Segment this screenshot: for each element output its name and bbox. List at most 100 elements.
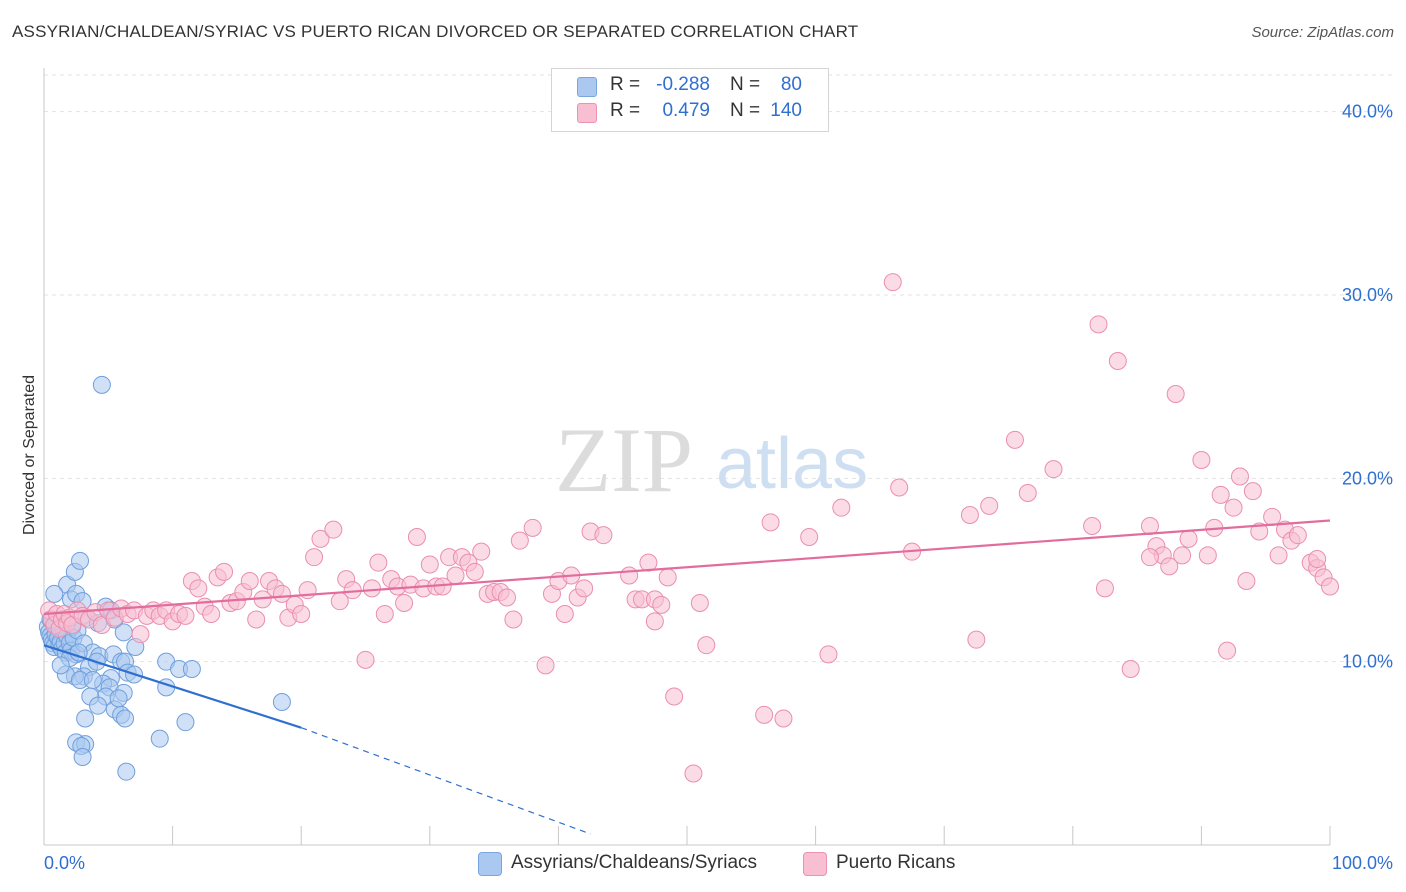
data-point-puerto-ricans bbox=[1083, 517, 1102, 535]
data-point-puerto-ricans bbox=[465, 562, 484, 581]
data-point-puerto-ricans bbox=[510, 531, 529, 550]
data-point-puerto-ricans bbox=[1179, 529, 1198, 548]
data-point-puerto-ricans bbox=[356, 650, 375, 669]
data-point-puerto-ricans bbox=[1198, 546, 1217, 565]
data-point-assyrians bbox=[150, 729, 169, 748]
data-point-puerto-ricans bbox=[1108, 352, 1127, 370]
data-point-assyrians bbox=[45, 584, 64, 603]
data-point-puerto-ricans bbox=[697, 636, 716, 655]
data-point-puerto-ricans bbox=[375, 605, 394, 623]
legend-r-label: R = bbox=[610, 74, 641, 95]
data-point-puerto-ricans bbox=[536, 656, 555, 675]
trend-line-assyrians bbox=[43, 644, 302, 729]
data-point-puerto-ricans bbox=[1192, 451, 1211, 469]
legend-n-label: N = bbox=[730, 74, 761, 95]
data-point-puerto-ricans bbox=[1218, 641, 1237, 660]
data-point-assyrians bbox=[116, 709, 135, 728]
bottom-legend-puerto-ricans: Puerto Ricans bbox=[803, 850, 1003, 878]
data-point-puerto-ricans bbox=[395, 594, 414, 612]
data-point-puerto-ricans bbox=[420, 555, 439, 574]
legend-n-label: N = bbox=[730, 100, 761, 121]
y-tick-label: 30.0% bbox=[1342, 285, 1393, 305]
data-point-puerto-ricans bbox=[960, 506, 979, 524]
watermark-zip: ZIP bbox=[555, 409, 693, 511]
data-point-puerto-ricans bbox=[1269, 546, 1288, 565]
legend-r-value: 0.479 bbox=[662, 100, 710, 121]
data-point-puerto-ricans bbox=[761, 513, 780, 532]
data-point-puerto-ricans bbox=[1140, 517, 1159, 535]
data-point-puerto-ricans bbox=[1018, 484, 1037, 502]
data-point-puerto-ricans bbox=[202, 605, 221, 623]
data-point-puerto-ricans bbox=[1250, 522, 1269, 541]
watermark-atlas: atlas bbox=[716, 424, 868, 504]
correlation-legend: R = -0.288 N = 80 R = 0.479 N = 140 bbox=[551, 68, 829, 132]
data-point-puerto-ricans bbox=[774, 709, 793, 728]
y-tick-label: 10.0% bbox=[1342, 652, 1393, 672]
legend-n-value: 140 bbox=[770, 100, 802, 121]
bottom-legend-assyrians: Assyrians/Chaldeans/Syriacs bbox=[478, 850, 778, 878]
legend-n-value: 80 bbox=[780, 74, 802, 95]
data-point-puerto-ricans bbox=[1308, 550, 1327, 568]
data-point-puerto-ricans bbox=[407, 528, 426, 546]
data-point-puerto-ricans bbox=[1237, 572, 1256, 590]
data-point-puerto-ricans bbox=[819, 645, 838, 664]
legend-row-assyrians: R = -0.288 N = 80 bbox=[552, 74, 828, 100]
data-point-assyrians bbox=[114, 623, 133, 642]
data-point-puerto-ricans bbox=[1173, 546, 1192, 565]
legend-r-value: -0.288 bbox=[656, 74, 710, 95]
legend-swatch-pink bbox=[577, 103, 597, 123]
data-point-puerto-ricans bbox=[755, 705, 774, 724]
data-point-puerto-ricans bbox=[1166, 385, 1185, 403]
data-point-puerto-ricans bbox=[1140, 548, 1159, 567]
axes bbox=[43, 68, 1331, 846]
tick-labels: 10.0% 20.0% 30.0% 40.0% 0.0% 100.0% bbox=[44, 102, 1393, 873]
data-point-puerto-ricans bbox=[639, 553, 658, 572]
bottom-legend-swatch-blue bbox=[478, 852, 502, 876]
data-point-puerto-ricans bbox=[665, 687, 684, 706]
data-point-assyrians bbox=[176, 713, 195, 732]
data-point-assyrians bbox=[89, 696, 108, 715]
trend-line-puerto-ricans bbox=[43, 519, 1331, 616]
data-point-puerto-ricans bbox=[832, 498, 851, 517]
y-axis-label: Divorced or Separated bbox=[21, 375, 38, 535]
data-point-puerto-ricans bbox=[131, 625, 150, 644]
data-point-assyrians bbox=[182, 660, 201, 678]
data-point-puerto-ricans bbox=[369, 553, 388, 572]
data-point-assyrians bbox=[73, 748, 92, 766]
data-point-assyrians bbox=[76, 709, 95, 728]
bottom-legend-label: Puerto Ricans bbox=[836, 852, 956, 873]
data-point-assyrians bbox=[71, 551, 90, 570]
data-point-puerto-ricans bbox=[620, 566, 639, 585]
data-point-puerto-ricans bbox=[1224, 498, 1243, 517]
data-point-puerto-ricans bbox=[1288, 526, 1307, 545]
data-point-puerto-ricans bbox=[1243, 482, 1262, 501]
data-point-puerto-ricans bbox=[305, 548, 324, 567]
data-point-puerto-ricans bbox=[446, 566, 465, 585]
data-point-puerto-ricans bbox=[1321, 577, 1339, 596]
data-point-puerto-ricans bbox=[980, 496, 999, 515]
data-point-puerto-ricans bbox=[967, 630, 986, 649]
legend-row-puerto-ricans: R = 0.479 N = 140 bbox=[552, 100, 828, 126]
data-point-assyrians bbox=[83, 671, 102, 689]
data-point-puerto-ricans bbox=[362, 579, 381, 598]
data-point-puerto-ricans bbox=[883, 273, 902, 292]
data-point-puerto-ricans bbox=[504, 610, 523, 629]
data-point-puerto-ricans bbox=[215, 562, 234, 581]
data-point-puerto-ricans bbox=[594, 526, 613, 545]
data-point-puerto-ricans bbox=[1263, 507, 1282, 526]
bottom-legend-swatch-pink bbox=[803, 852, 827, 876]
legend-r-label: R = bbox=[610, 100, 641, 121]
bottom-legend-label: Assyrians/Chaldeans/Syriacs bbox=[511, 852, 758, 873]
data-point-puerto-ricans bbox=[645, 612, 664, 631]
data-point-puerto-ricans bbox=[1121, 660, 1140, 678]
data-point-puerto-ricans bbox=[690, 594, 709, 612]
data-point-puerto-ricans bbox=[189, 579, 208, 598]
data-point-puerto-ricans bbox=[800, 528, 819, 546]
data-point-puerto-ricans bbox=[247, 610, 266, 629]
data-point-puerto-ricans bbox=[1095, 579, 1114, 598]
data-point-puerto-ricans bbox=[1005, 430, 1024, 449]
data-point-puerto-ricans bbox=[497, 588, 516, 607]
data-point-assyrians bbox=[117, 762, 136, 781]
data-point-puerto-ricans bbox=[658, 568, 677, 587]
